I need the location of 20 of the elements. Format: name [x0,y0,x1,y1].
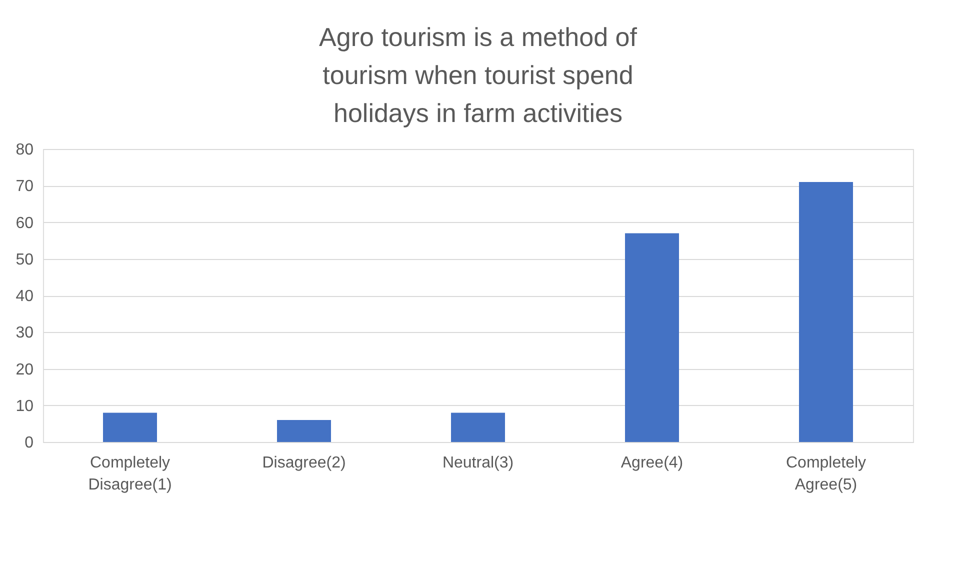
bar [451,412,505,442]
chart-title: Agro tourism is a method of tourism when tourist spend holidays in farm activities [319,22,638,128]
y-tick-label: 0 [24,434,34,452]
y-tick-label: 10 [16,398,34,415]
y-tick-label: 70 [16,178,34,196]
x-tick-label: Agree(4) [620,454,684,472]
x-tick-label: Neutral(3) [442,454,514,472]
y-tick-label: 40 [16,288,34,305]
x-tick-label: Completely Agree(5) [786,454,866,494]
x-tick-label: Disagree(2) [262,454,346,472]
bar [103,412,157,442]
y-tick-label: 60 [16,214,34,232]
y-tick-label: 80 [16,142,34,158]
y-tick-label: 50 [16,251,34,268]
y-tick-label: 20 [16,361,34,378]
bar [799,182,853,442]
y-tick-label: 30 [16,324,34,342]
bar [625,233,679,442]
bar [277,420,331,442]
x-tick-label: Completely Disagree(1) [88,454,172,494]
